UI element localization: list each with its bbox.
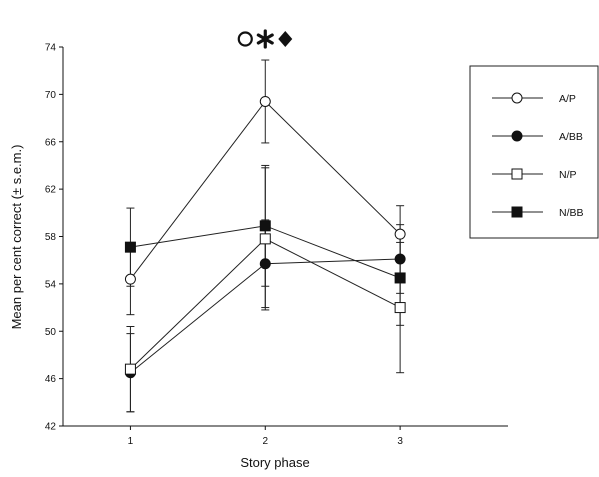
data-point-a-p (259, 95, 271, 107)
axes: 42 46 50 54 58 62 66 70 74 1 2 3 (45, 43, 508, 447)
data-point-a-p (124, 273, 136, 285)
legend-label: A/P (559, 93, 576, 105)
data-point-n-bb (259, 220, 271, 232)
legend-marker-n-bb (511, 206, 523, 218)
legend-label: N/BB (559, 207, 584, 219)
y-tick-label: 74 (45, 43, 57, 54)
legend-label: N/P (559, 169, 577, 181)
x-axis-title: Story phase (240, 455, 309, 470)
asterisk-icon (256, 29, 274, 49)
legend-box (469, 65, 599, 239)
legend-item-a-p: A/P (492, 92, 576, 105)
data-markers (124, 95, 406, 379)
data-point-a-bb (259, 258, 271, 270)
data-point-n-p (124, 363, 136, 375)
legend-item-n-p: N/P (492, 168, 577, 181)
open-circle-icon (237, 31, 253, 47)
x-tick-label: 2 (262, 436, 268, 447)
y-tick-label: 46 (45, 374, 57, 385)
legend-marker-a-p (511, 92, 523, 104)
data-point-a-bb (394, 253, 406, 265)
legend: A/P A/BB N/P N/BB (469, 65, 599, 239)
legend-item-a-bb: A/BB (492, 130, 583, 143)
diamond-icon (278, 31, 293, 47)
y-tick-label: 58 (45, 232, 57, 243)
data-point-n-bb (124, 241, 136, 253)
data-point-n-p (394, 302, 406, 314)
legend-marker-n-p (511, 168, 523, 180)
significance-annotation (237, 29, 293, 49)
y-tick-label: 50 (45, 327, 57, 338)
y-tick-label: 70 (45, 90, 57, 101)
legend-marker-a-bb (511, 130, 523, 142)
data-point-n-p (259, 233, 271, 245)
data-point-n-bb (394, 272, 406, 284)
data-point-a-p (394, 228, 406, 240)
y-tick-label: 66 (45, 137, 57, 148)
y-tick-label: 42 (45, 422, 57, 433)
x-tick-label: 1 (128, 436, 134, 447)
x-tick-label: 3 (397, 436, 403, 447)
legend-label: A/BB (559, 131, 583, 143)
y-tick-label: 62 (45, 185, 57, 196)
y-axis-title: Mean per cent correct (± s.e.m.) (9, 145, 24, 330)
legend-item-n-bb: N/BB (492, 206, 584, 219)
y-tick-label: 54 (45, 279, 57, 290)
